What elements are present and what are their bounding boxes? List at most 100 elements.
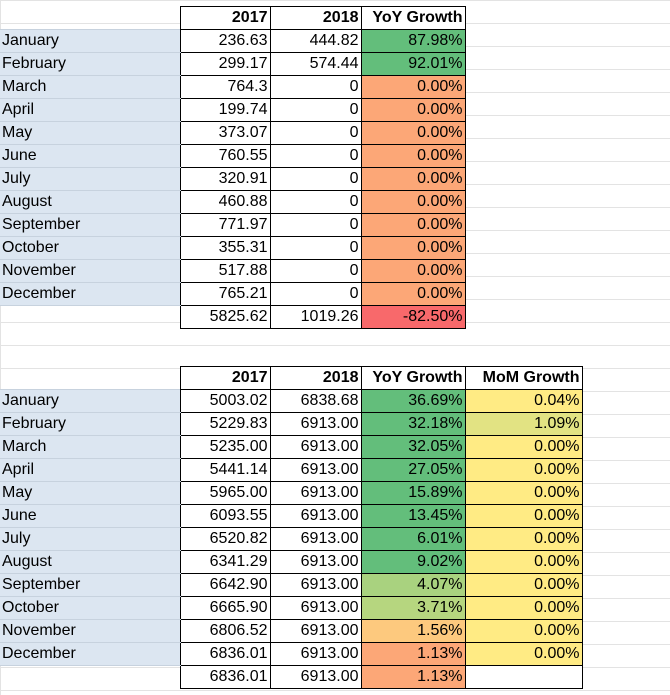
month-label[interactable]: August bbox=[0, 190, 180, 214]
yoy-growth[interactable]: 9.02% bbox=[360, 550, 466, 574]
month-label[interactable]: August bbox=[0, 550, 180, 574]
value-2017[interactable]: 460.88 bbox=[179, 190, 271, 214]
yoy-growth[interactable]: 0.00% bbox=[360, 213, 466, 237]
month-label[interactable]: March bbox=[0, 435, 180, 459]
mom-growth[interactable]: 0.00% bbox=[464, 435, 583, 459]
month-label[interactable]: June bbox=[0, 144, 180, 168]
yoy-growth[interactable]: 0.00% bbox=[360, 144, 466, 168]
month-label[interactable]: July bbox=[0, 167, 180, 191]
value-2018[interactable]: 6913.00 bbox=[269, 619, 362, 643]
value-2017[interactable]: 6665.90 bbox=[179, 596, 271, 620]
column-header[interactable]: 2017 bbox=[179, 366, 271, 390]
value-2017[interactable]: 373.07 bbox=[179, 121, 271, 145]
value-2017[interactable]: 6836.01 bbox=[179, 642, 271, 666]
value-2017[interactable]: 771.97 bbox=[179, 213, 271, 237]
value-2017[interactable]: 199.74 bbox=[179, 98, 271, 122]
value-2018[interactable]: 444.82 bbox=[269, 29, 362, 53]
column-header[interactable]: YoY Growth bbox=[360, 366, 466, 390]
yoy-growth[interactable]: 3.71% bbox=[360, 596, 466, 620]
month-label[interactable]: June bbox=[0, 504, 180, 528]
value-2018[interactable]: 0 bbox=[269, 144, 362, 168]
yoy-growth[interactable]: 32.05% bbox=[360, 435, 466, 459]
value-2018[interactable]: 0 bbox=[269, 167, 362, 191]
value-2018[interactable]: 0 bbox=[269, 121, 362, 145]
corner-cell[interactable] bbox=[0, 7, 180, 30]
value-2018[interactable]: 6913.00 bbox=[269, 481, 362, 505]
yoy-growth[interactable]: 0.00% bbox=[360, 236, 466, 260]
value-2018[interactable]: 6838.68 bbox=[269, 389, 362, 413]
value-2018[interactable]: 6913.00 bbox=[269, 642, 362, 666]
value-2017[interactable]: 6642.90 bbox=[179, 573, 271, 597]
value-2017[interactable]: 5441.14 bbox=[179, 458, 271, 482]
value-2018[interactable]: 6913.00 bbox=[269, 573, 362, 597]
column-header[interactable]: 2018 bbox=[269, 6, 362, 30]
yoy-growth[interactable]: 32.18% bbox=[360, 412, 466, 436]
value-2018[interactable]: 0 bbox=[269, 98, 362, 122]
value-2017[interactable]: 5229.83 bbox=[179, 412, 271, 436]
mom-growth[interactable]: 0.00% bbox=[464, 642, 583, 666]
total-yoy-growth[interactable]: 1.13% bbox=[360, 665, 466, 689]
total-2018[interactable]: 1019.26 bbox=[269, 305, 362, 329]
value-2017[interactable]: 760.55 bbox=[179, 144, 271, 168]
value-2017[interactable]: 6093.55 bbox=[179, 504, 271, 528]
column-header[interactable]: MoM Growth bbox=[464, 366, 583, 390]
value-2018[interactable]: 0 bbox=[269, 282, 362, 306]
total-label-blank[interactable] bbox=[0, 666, 180, 689]
month-label[interactable]: May bbox=[0, 121, 180, 145]
value-2018[interactable]: 6913.00 bbox=[269, 458, 362, 482]
value-2017[interactable]: 320.91 bbox=[179, 167, 271, 191]
value-2017[interactable]: 6341.29 bbox=[179, 550, 271, 574]
value-2017[interactable]: 765.21 bbox=[179, 282, 271, 306]
month-label[interactable]: October bbox=[0, 236, 180, 260]
mom-growth[interactable]: 0.00% bbox=[464, 550, 583, 574]
mom-growth[interactable]: 0.00% bbox=[464, 527, 583, 551]
yoy-growth[interactable]: 0.00% bbox=[360, 282, 466, 306]
yoy-growth[interactable]: 0.00% bbox=[360, 75, 466, 99]
month-label[interactable]: December bbox=[0, 642, 180, 666]
value-2017[interactable]: 355.31 bbox=[179, 236, 271, 260]
value-2017[interactable]: 299.17 bbox=[179, 52, 271, 76]
column-header[interactable]: 2017 bbox=[179, 6, 271, 30]
value-2018[interactable]: 6913.00 bbox=[269, 435, 362, 459]
value-2017[interactable]: 5965.00 bbox=[179, 481, 271, 505]
mom-growth[interactable]: 0.00% bbox=[464, 573, 583, 597]
total-2018[interactable]: 6913.00 bbox=[269, 665, 362, 689]
month-label[interactable]: April bbox=[0, 98, 180, 122]
value-2018[interactable]: 0 bbox=[269, 259, 362, 283]
value-2018[interactable]: 6913.00 bbox=[269, 412, 362, 436]
yoy-growth[interactable]: 92.01% bbox=[360, 52, 466, 76]
value-2018[interactable]: 0 bbox=[269, 236, 362, 260]
month-label[interactable]: September bbox=[0, 213, 180, 237]
value-2017[interactable]: 764.3 bbox=[179, 75, 271, 99]
value-2018[interactable]: 6913.00 bbox=[269, 550, 362, 574]
mom-growth[interactable]: 1.09% bbox=[464, 412, 583, 436]
month-label[interactable]: February bbox=[0, 412, 180, 436]
month-label[interactable]: November bbox=[0, 619, 180, 643]
value-2018[interactable]: 0 bbox=[269, 75, 362, 99]
month-label[interactable]: October bbox=[0, 596, 180, 620]
mom-growth[interactable]: 0.00% bbox=[464, 504, 583, 528]
value-2017[interactable]: 6520.82 bbox=[179, 527, 271, 551]
yoy-growth[interactable]: 0.00% bbox=[360, 121, 466, 145]
yoy-growth[interactable]: 0.00% bbox=[360, 167, 466, 191]
yoy-growth[interactable]: 6.01% bbox=[360, 527, 466, 551]
total-label-blank[interactable] bbox=[0, 306, 180, 329]
value-2017[interactable]: 5235.00 bbox=[179, 435, 271, 459]
column-header[interactable]: 2018 bbox=[269, 366, 362, 390]
month-label[interactable]: April bbox=[0, 458, 180, 482]
mom-growth[interactable]: 0.04% bbox=[464, 389, 583, 413]
value-2018[interactable]: 6913.00 bbox=[269, 596, 362, 620]
mom-growth[interactable]: 0.00% bbox=[464, 596, 583, 620]
month-label[interactable]: November bbox=[0, 259, 180, 283]
value-2017[interactable]: 6806.52 bbox=[179, 619, 271, 643]
corner-cell[interactable] bbox=[0, 367, 180, 390]
yoy-growth[interactable]: 1.13% bbox=[360, 642, 466, 666]
total-2017[interactable]: 5825.62 bbox=[179, 305, 271, 329]
month-label[interactable]: September bbox=[0, 573, 180, 597]
month-label[interactable]: March bbox=[0, 75, 180, 99]
mom-growth[interactable]: 0.00% bbox=[464, 458, 583, 482]
month-label[interactable]: May bbox=[0, 481, 180, 505]
value-2017[interactable]: 517.88 bbox=[179, 259, 271, 283]
total-2017[interactable]: 6836.01 bbox=[179, 665, 271, 689]
column-header[interactable]: YoY Growth bbox=[360, 6, 466, 30]
